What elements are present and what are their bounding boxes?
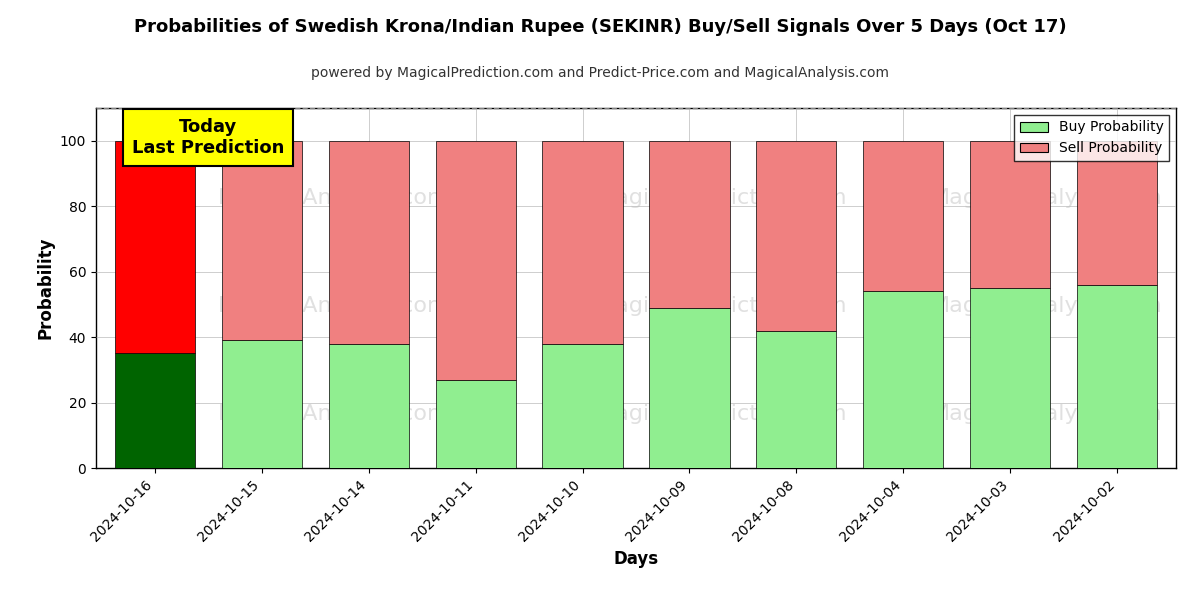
Bar [542, 141, 623, 344]
Text: MagicalAnalysis.com: MagicalAnalysis.com [930, 296, 1163, 316]
Bar [756, 141, 836, 331]
Bar [329, 141, 409, 344]
Text: MagicalAnalysis.com: MagicalAnalysis.com [930, 188, 1163, 208]
Text: MagicalAnalysis.com: MagicalAnalysis.com [930, 404, 1163, 424]
Bar [863, 141, 943, 291]
Y-axis label: Probability: Probability [36, 237, 54, 339]
Bar [649, 141, 730, 308]
Text: MagicalAnalysis.com: MagicalAnalysis.com [217, 188, 450, 208]
Bar [222, 340, 302, 468]
Bar [222, 141, 302, 340]
Bar [115, 353, 194, 468]
Text: MagicalPrediction.com: MagicalPrediction.com [598, 188, 847, 208]
Text: MagicalPrediction.com: MagicalPrediction.com [598, 404, 847, 424]
Bar [1078, 285, 1157, 468]
Text: MagicalAnalysis.com: MagicalAnalysis.com [217, 296, 450, 316]
Bar [970, 288, 1050, 468]
Bar [542, 344, 623, 468]
Bar [436, 380, 516, 468]
Bar [1078, 141, 1157, 285]
Bar [436, 141, 516, 380]
Bar [649, 308, 730, 468]
Text: MagicalAnalysis.com: MagicalAnalysis.com [217, 404, 450, 424]
Text: powered by MagicalPrediction.com and Predict-Price.com and MagicalAnalysis.com: powered by MagicalPrediction.com and Pre… [311, 66, 889, 80]
Bar [863, 291, 943, 468]
Bar [970, 141, 1050, 288]
Text: MagicalPrediction.com: MagicalPrediction.com [598, 296, 847, 316]
Text: Probabilities of Swedish Krona/Indian Rupee (SEKINR) Buy/Sell Signals Over 5 Day: Probabilities of Swedish Krona/Indian Ru… [133, 18, 1067, 36]
X-axis label: Days: Days [613, 550, 659, 568]
Bar [756, 331, 836, 468]
Bar [329, 344, 409, 468]
Bar [115, 141, 194, 353]
Text: Today
Last Prediction: Today Last Prediction [132, 118, 284, 157]
Legend: Buy Probability, Sell Probability: Buy Probability, Sell Probability [1014, 115, 1169, 161]
